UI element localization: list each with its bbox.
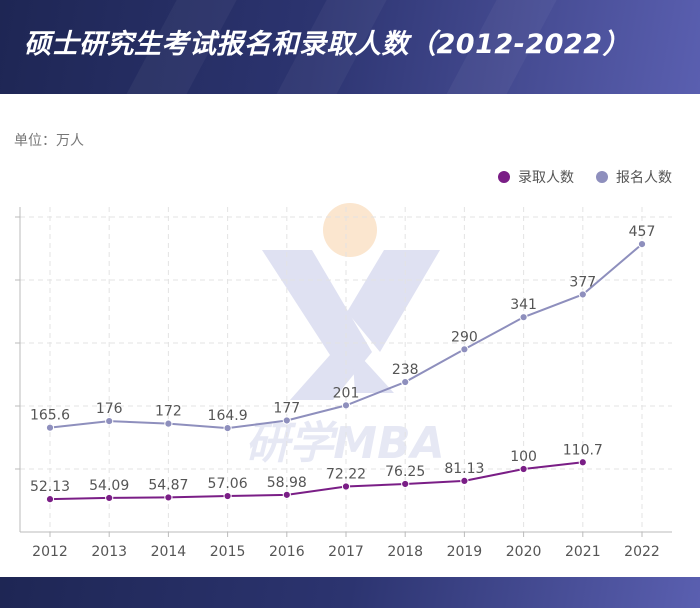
data-point-applicants (637, 239, 647, 249)
data-label-admitted: 54.87 (148, 477, 188, 493)
data-label-applicants: 164.9 (208, 408, 248, 424)
data-label-applicants: 341 (510, 297, 537, 313)
watermark-foot (352, 347, 394, 393)
data-label-applicants: 177 (273, 400, 300, 416)
data-label-applicants: 457 (629, 224, 656, 240)
watermark-text: 研学MBA (245, 418, 444, 469)
data-point-admitted (401, 479, 410, 489)
x-tick-label: 2016 (269, 544, 305, 560)
legend-label-applicants: 报名人数 (616, 170, 672, 186)
data-label-admitted: 81.13 (444, 461, 484, 477)
data-point-admitted (519, 464, 528, 474)
data-point-admitted (105, 493, 114, 503)
data-label-admitted: 110.7 (563, 442, 603, 458)
data-point-admitted (223, 491, 232, 501)
data-label-applicants: 172 (155, 404, 182, 420)
x-tick-label: 2017 (328, 544, 364, 560)
data-label-admitted: 72.22 (326, 467, 366, 483)
series-line-admitted (49, 461, 583, 501)
x-tick-label: 2012 (32, 544, 68, 560)
legend-label-admitted: 录取人数 (518, 170, 574, 186)
data-label-applicants: 290 (451, 329, 478, 345)
x-tick-label: 2021 (565, 544, 601, 560)
data-label-applicants: 165.6 (30, 408, 70, 424)
data-label-admitted: 57.06 (208, 476, 248, 492)
data-point-admitted (460, 476, 469, 485)
x-tick-label: 2020 (506, 544, 542, 560)
data-label-applicants: 201 (333, 385, 360, 401)
x-tick-label: 2013 (91, 544, 127, 560)
data-point-admitted (578, 458, 587, 467)
header-banner: 硕士研究生考试报名和录取人数（2012-2022） (0, 0, 700, 94)
legend: 录取人数 报名人数 (476, 167, 672, 187)
data-label-applicants: 377 (569, 274, 596, 290)
watermark-stroke-right (347, 250, 440, 352)
unit-label: 单位：万人 (14, 133, 84, 149)
x-tick-label: 2014 (151, 544, 187, 560)
data-point-admitted (341, 482, 351, 491)
x-tick-label: 2022 (624, 544, 660, 560)
legend-marker-applicants (596, 171, 608, 183)
legend-marker-admitted (498, 171, 510, 183)
data-label-admitted: 54.09 (89, 478, 129, 494)
watermark-stroke-left (262, 250, 372, 400)
data-label-admitted: 100 (510, 449, 537, 465)
data-label-admitted: 76.25 (385, 464, 425, 480)
chart-title: 硕士研究生考试报名和录取人数（2012-2022） (24, 29, 630, 60)
data-point-admitted (164, 493, 173, 502)
data-point-applicants (341, 401, 351, 410)
data-point-admitted (45, 495, 55, 504)
data-point-applicants (164, 419, 173, 428)
x-tick-label: 2019 (447, 544, 483, 560)
legend-item-applicants[interactable]: 报名人数 (596, 167, 672, 187)
data-point-admitted (282, 490, 291, 499)
data-label-applicants: 238 (392, 362, 419, 378)
data-point-applicants (401, 377, 410, 387)
data-label-admitted: 58.98 (267, 475, 307, 491)
x-tick-label: 2015 (210, 544, 246, 560)
data-point-applicants (282, 416, 291, 425)
data-point-applicants (223, 424, 232, 433)
footer-banner (0, 577, 700, 608)
data-label-admitted: 52.13 (30, 479, 70, 495)
data-point-applicants (105, 417, 114, 426)
legend-item-admitted[interactable]: 录取人数 (498, 167, 574, 187)
watermark-circle (323, 203, 377, 257)
data-point-applicants (460, 345, 469, 354)
data-point-applicants (578, 290, 587, 299)
data-point-applicants (45, 423, 55, 432)
watermark-logo: 研学MBA (245, 203, 445, 469)
x-tick-label: 2018 (387, 544, 423, 560)
data-point-applicants (519, 313, 528, 322)
data-label-applicants: 176 (96, 401, 123, 417)
